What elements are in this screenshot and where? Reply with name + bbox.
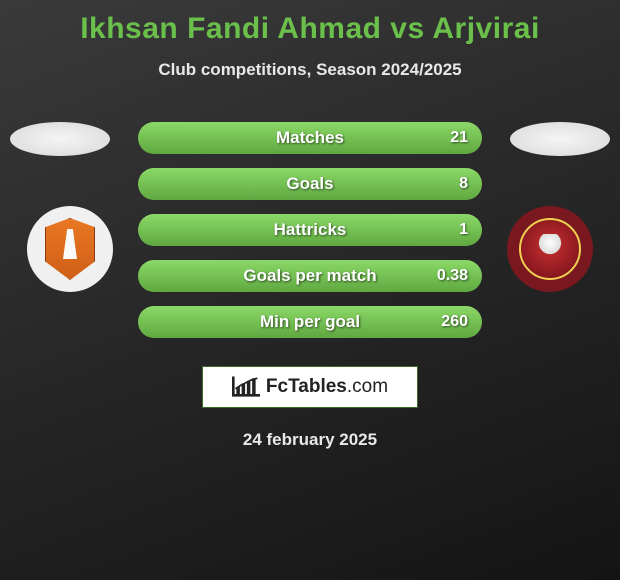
stat-row: Goals per match0.38 — [138, 260, 482, 292]
club-shield-left-icon — [45, 218, 95, 280]
stat-bar-fill — [138, 214, 482, 246]
infographic-container: Ikhsan Fandi Ahmad vs Arjvirai Club comp… — [0, 0, 620, 580]
stat-row: Matches21 — [138, 122, 482, 154]
stat-row: Goals8 — [138, 168, 482, 200]
club-logo-right — [507, 206, 593, 292]
stat-row: Hattricks1 — [138, 214, 482, 246]
page-title: Ikhsan Fandi Ahmad vs Arjvirai — [0, 0, 620, 46]
stat-bar-fill — [138, 122, 482, 154]
player-photo-left — [10, 122, 110, 156]
brand-badge[interactable]: FcTables.com — [202, 366, 418, 408]
stat-row: Min per goal260 — [138, 306, 482, 338]
subtitle: Club competitions, Season 2024/2025 — [0, 60, 620, 80]
player-photo-right — [510, 122, 610, 156]
club-logo-left — [27, 206, 113, 292]
date-line: 24 february 2025 — [0, 430, 620, 450]
stat-bar-fill — [138, 306, 482, 338]
stat-bar-fill — [138, 260, 482, 292]
brand-text: FcTables.com — [266, 376, 388, 398]
stat-bars: Matches21 Goals8 Hattricks1 Goals per match… — [138, 122, 482, 352]
stat-bar-fill — [138, 168, 482, 200]
main-area: Matches21 Goals8 Hattricks1 Goals per match… — [0, 116, 620, 346]
brand-chart-icon — [232, 376, 260, 398]
club-shield-right-icon — [519, 218, 581, 280]
